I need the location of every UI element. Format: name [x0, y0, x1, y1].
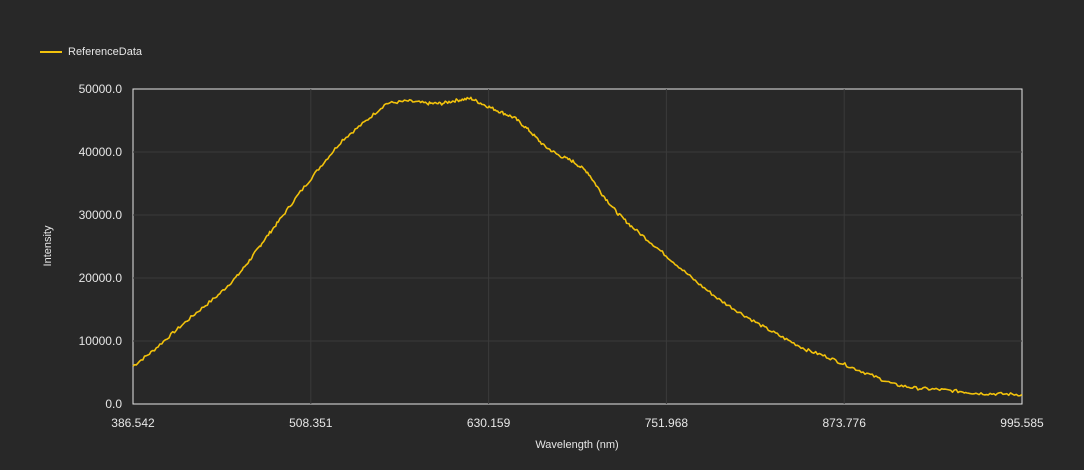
x-tick-label: 873.776: [823, 416, 867, 430]
y-tick-label: 40000.0: [79, 145, 123, 159]
y-tick-label: 20000.0: [79, 271, 123, 285]
y-tick-label: 0.0: [105, 397, 122, 411]
x-tick-label: 630.159: [467, 416, 511, 430]
y-axis-ticks: 0.0 10000.0 20000.0 30000.0 40000.0 50000.0: [79, 82, 123, 411]
series-line-referencedata: [132, 96, 1023, 397]
y-axis-label: Intensity: [42, 225, 54, 266]
grid-lines: [133, 89, 1022, 404]
x-tick-label: 751.968: [645, 416, 689, 430]
y-tick-label: 10000.0: [79, 334, 123, 348]
x-tick-label: 508.351: [289, 416, 333, 430]
x-tick-label: 386.542: [111, 416, 155, 430]
legend-swatch-referencedata: [40, 51, 62, 53]
x-axis-ticks: 386.542 508.351 630.159 751.968 873.776 995.5…: [111, 416, 1044, 430]
x-tick-label: 995.585: [1000, 416, 1044, 430]
legend-label-referencedata: ReferenceData: [68, 46, 142, 58]
series-layer: [132, 96, 1023, 397]
y-tick-label: 30000.0: [79, 208, 123, 222]
plot-area: [132, 88, 1023, 405]
chart-legend: ReferenceData: [40, 46, 142, 58]
x-axis-label: Wavelength (nm): [535, 439, 618, 451]
y-tick-label: 50000.0: [79, 82, 123, 96]
